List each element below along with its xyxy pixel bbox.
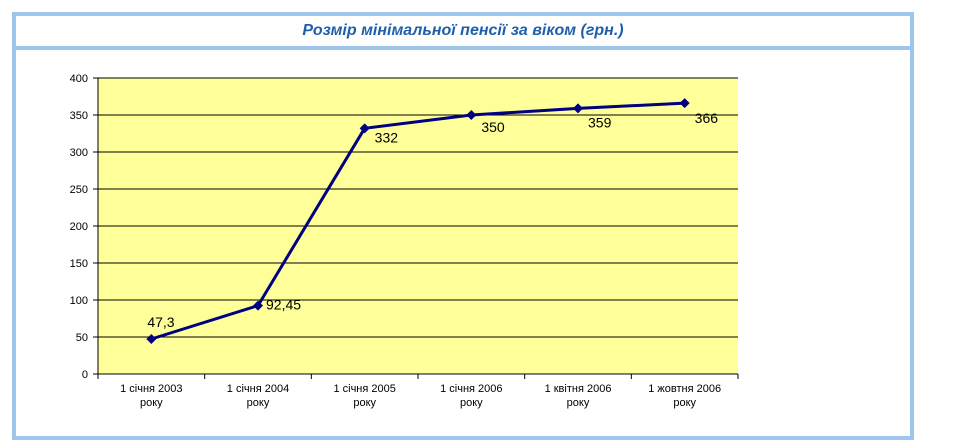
y-axis-ticks: 0 50 100 150 200 250 300 350 400	[70, 73, 98, 381]
data-points	[146, 98, 690, 344]
data-label: 366	[695, 110, 719, 126]
diamond-marker	[253, 300, 263, 311]
y-tick-label: 0	[82, 369, 88, 381]
x-tick-label: 1 січня 2003 року	[120, 383, 182, 409]
x-tick-label-line: 1 січня 2004	[227, 383, 289, 395]
y-tick-label: 300	[70, 147, 88, 159]
x-tick-label-line: 1 жовтня 2006	[648, 383, 721, 395]
x-tick-label-line: 1 січня 2005	[333, 383, 395, 395]
diamond-marker	[466, 110, 477, 120]
x-tick-label: 1 квітня 2006 року	[545, 383, 612, 409]
x-tick-label-line: року	[460, 397, 483, 409]
gridlines	[98, 77, 738, 338]
x-tick-label-line: року	[353, 397, 376, 409]
y-tick-label: 350	[70, 110, 88, 122]
y-tick-label: 250	[70, 184, 88, 196]
x-tick-label-line: року	[673, 397, 696, 409]
chart-frame: Розмір мінімальної пенсії за віком (грн.…	[12, 12, 914, 440]
x-tick-label-line: року	[140, 397, 163, 409]
y-tick-label: 200	[70, 221, 88, 233]
x-tick-label-line: року	[247, 397, 270, 409]
data-label: 359	[588, 114, 612, 130]
y-tick-label: 150	[70, 258, 88, 270]
diamond-marker	[146, 333, 157, 344]
diamond-marker	[573, 103, 583, 114]
data-label: 47,3	[147, 314, 174, 330]
x-tick-label-line: року	[567, 397, 590, 409]
chart-title: Розмір мінімальної пенсії за віком (грн.…	[16, 16, 910, 50]
data-label: 92,45	[266, 297, 301, 313]
data-labels: 47,3 92,45 332 350 359 366	[147, 110, 718, 330]
x-tick-label-line: 1 січня 2003	[120, 383, 182, 395]
data-label: 350	[481, 119, 505, 135]
x-tick-label: 1 січня 2005 року	[333, 383, 395, 409]
data-label: 332	[375, 129, 399, 145]
x-tick-label: 1 січня 2006 року	[440, 383, 502, 409]
x-tick-label-line: 1 квітня 2006	[545, 383, 612, 395]
x-tick-label-line: 1 січня 2006	[440, 383, 502, 395]
line-chart: 0 50 100 150 200 250 300 350 400 1 січня 2003 рок…	[70, 73, 739, 409]
diamond-marker	[359, 123, 370, 134]
y-tick-label: 400	[70, 73, 88, 85]
x-tick-label: 1 жовтня 2006 року	[648, 383, 721, 409]
x-tick-label: 1 січня 2004 року	[227, 383, 289, 409]
y-tick-label: 100	[70, 295, 88, 307]
series-path	[150, 101, 685, 341]
diamond-marker	[679, 98, 690, 109]
y-tick-label: 50	[76, 332, 88, 344]
series-line	[150, 101, 685, 341]
